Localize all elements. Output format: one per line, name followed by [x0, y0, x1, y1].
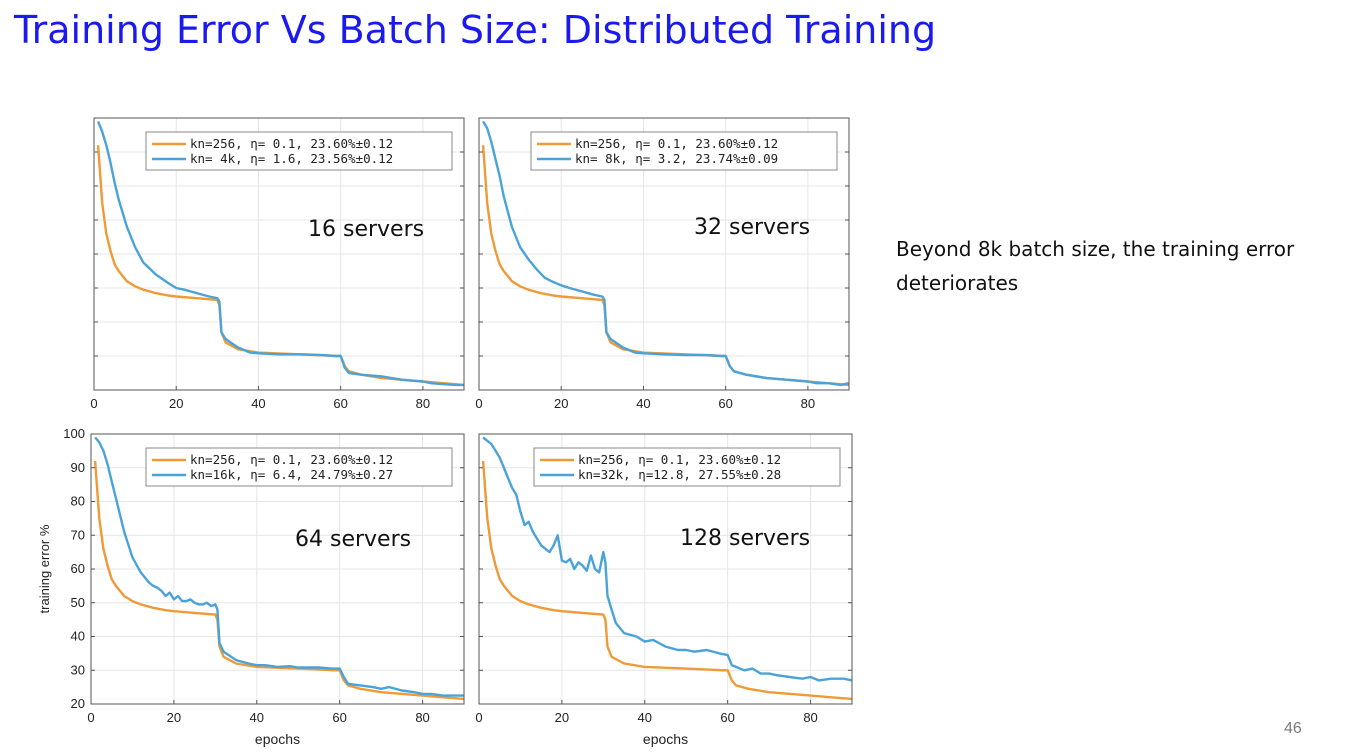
legend-box	[145, 131, 453, 171]
x-tick-label: 20	[554, 396, 568, 411]
x-tick-label: 40	[251, 396, 265, 411]
x-axis-label: epochs	[255, 731, 300, 747]
x-tick-label: 0	[87, 710, 94, 725]
server-count-label: 128 servers	[680, 526, 810, 551]
side-note: Beyond 8k batch size, the training error…	[896, 237, 1295, 295]
y-tick-label: 60	[71, 561, 85, 576]
series-line-large-batch	[94, 436, 464, 697]
x-tick-label: 80	[801, 396, 815, 411]
legend-entry: kn= 4k, η= 1.6, 23.56%±0.12	[190, 151, 393, 166]
server-count-label: 64 servers	[295, 527, 411, 552]
page-number: 46	[1284, 720, 1302, 737]
y-tick-label: 30	[71, 662, 85, 677]
x-tick-label: 60	[332, 710, 346, 725]
chart-panel-4: 0 20 40 60 80 epochs kn=256, η= 0.1, 23.60%±0.…	[475, 433, 853, 747]
legend-box	[145, 447, 453, 487]
y-axis-label: training error %	[37, 524, 52, 613]
x-tick-label: 0	[90, 396, 97, 411]
series-line-large-batch	[96, 120, 464, 387]
x-tick-label: 80	[803, 710, 817, 725]
x-tick-label: 20	[167, 710, 181, 725]
x-axis-label: epochs	[643, 731, 688, 747]
y-tick-label: 20	[71, 696, 85, 711]
x-tick-label: 40	[250, 710, 264, 725]
y-tick-label: 40	[71, 629, 85, 644]
y-tick-label: 100	[63, 426, 85, 441]
chart-panel-3: 0 20 40 60 802030405060708090100epochstraini…	[37, 426, 465, 747]
x-tick-label: 40	[638, 710, 652, 725]
y-tick-label: 70	[71, 527, 85, 542]
x-tick-label: 0	[475, 396, 482, 411]
legend-box	[533, 447, 841, 487]
chart-panel-2: 0 20 40 60 80 kn=256, η= 0.1, 23.60%±0.12kn= …	[475, 117, 850, 411]
x-tick-label: 20	[169, 396, 183, 411]
legend-entry: kn=256, η= 0.1, 23.60%±0.12	[190, 452, 393, 467]
legend-entry: kn=256, η= 0.1, 23.60%±0.12	[575, 136, 778, 151]
y-tick-label: 90	[71, 460, 85, 475]
legend-entry: kn= 8k, η= 3.2, 23.74%±0.09	[575, 151, 778, 166]
x-tick-label: 20	[555, 710, 569, 725]
legend-entry: kn=16k, η= 6.4, 24.79%±0.27	[190, 467, 393, 482]
legend-entry: kn=256, η= 0.1, 23.60%±0.12	[190, 136, 393, 151]
legend-box	[530, 131, 838, 171]
x-tick-label: 60	[720, 710, 734, 725]
x-tick-label: 40	[636, 396, 650, 411]
legend-entry: kn=256, η= 0.1, 23.60%±0.12	[578, 452, 781, 467]
x-tick-label: 60	[333, 396, 347, 411]
x-tick-label: 80	[416, 396, 430, 411]
x-tick-label: 80	[415, 710, 429, 725]
y-tick-label: 50	[71, 595, 85, 610]
series-line-baseline	[96, 145, 465, 387]
chart-panel-1: 0 20 40 60 80 kn=256, η= 0.1, 23.60%±0.12kn= …	[90, 117, 465, 411]
series-line-baseline	[481, 145, 850, 387]
y-tick-label: 80	[71, 494, 85, 509]
server-count-label: 16 servers	[308, 217, 424, 242]
x-tick-label: 60	[718, 396, 732, 411]
legend-entry: kn=32k, η=12.8, 27.55%±0.28	[578, 467, 781, 482]
series-line-large-batch	[482, 120, 850, 387]
series-line-baseline	[481, 460, 853, 701]
slide-title: Training Error Vs Batch Size: Distribute…	[14, 8, 937, 52]
series-line-baseline	[93, 460, 465, 701]
series-line-large-batch	[482, 436, 853, 682]
server-count-label: 32 servers	[694, 215, 810, 240]
x-tick-label: 0	[475, 710, 482, 725]
